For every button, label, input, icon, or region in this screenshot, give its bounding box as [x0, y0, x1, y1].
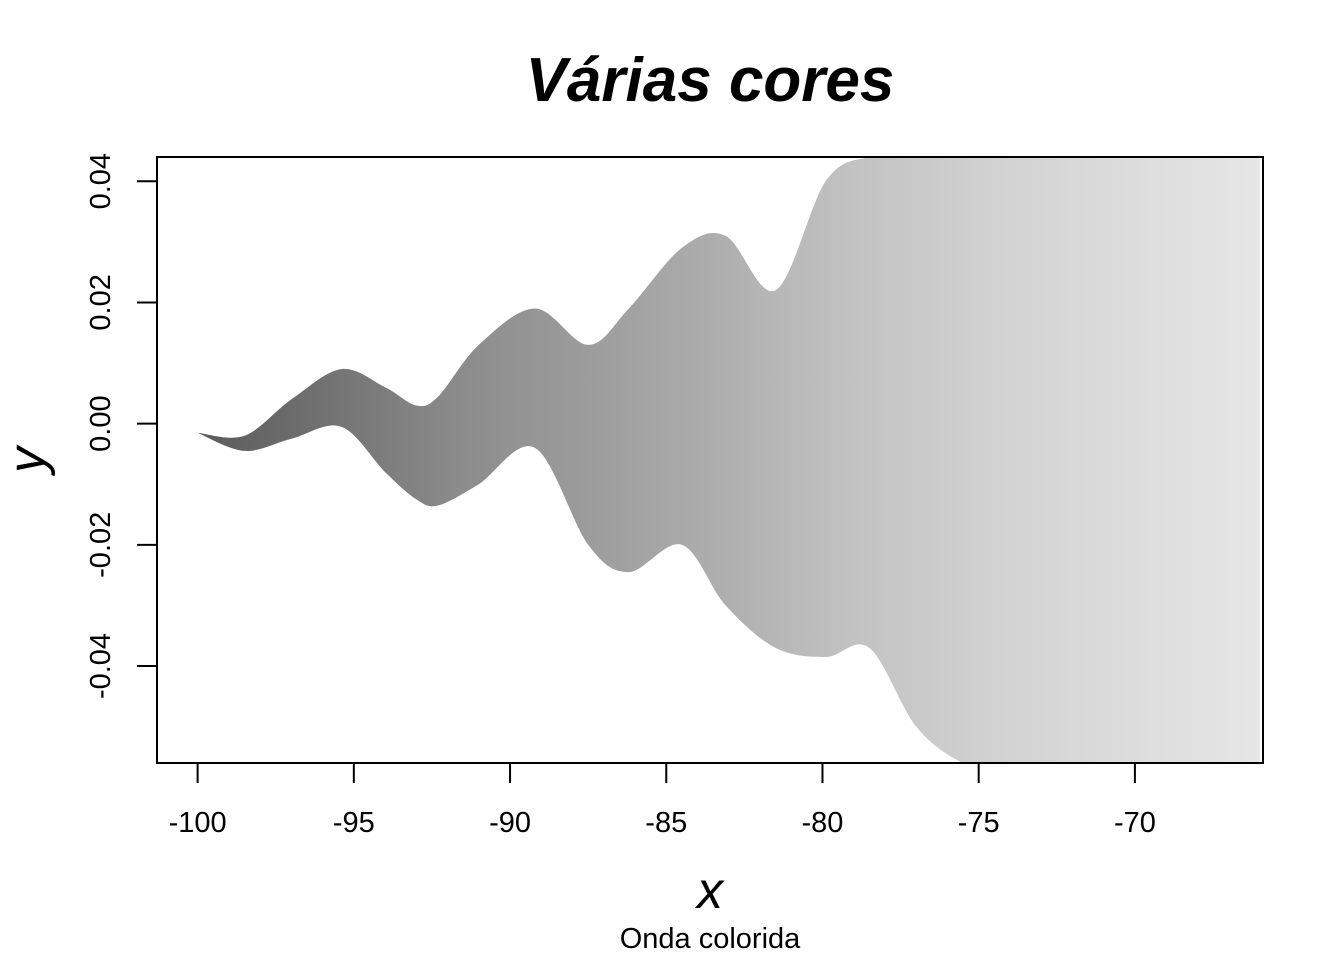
- y-tick-label: 0.00: [85, 395, 117, 451]
- chart-subtitle: Onda colorida: [620, 923, 801, 955]
- x-tick-label: -85: [645, 807, 687, 839]
- x-tick-label: -90: [489, 807, 531, 839]
- x-axis: -100 -95 -90 -85 -80 -75 -70: [169, 762, 1156, 839]
- x-axis-label: x: [694, 862, 725, 920]
- y-axis: -0.04 -0.02 0.00 0.02 0.04: [85, 153, 158, 699]
- y-tick-label: 0.02: [85, 274, 117, 330]
- y-tick-label: -0.04: [85, 633, 117, 699]
- y-axis-label: y: [0, 444, 56, 476]
- plot-area: [197, 157, 1260, 763]
- y-tick-label: -0.02: [85, 512, 117, 578]
- x-tick-label: -100: [169, 807, 227, 839]
- chart-title: Várias cores: [526, 46, 895, 115]
- x-tick-label: -80: [802, 807, 844, 839]
- x-tick-label: -75: [958, 807, 1000, 839]
- y-tick-label: 0.04: [85, 153, 117, 209]
- x-tick-label: -70: [1114, 807, 1156, 839]
- x-tick-label: -95: [333, 807, 375, 839]
- wave-area: [197, 157, 1260, 763]
